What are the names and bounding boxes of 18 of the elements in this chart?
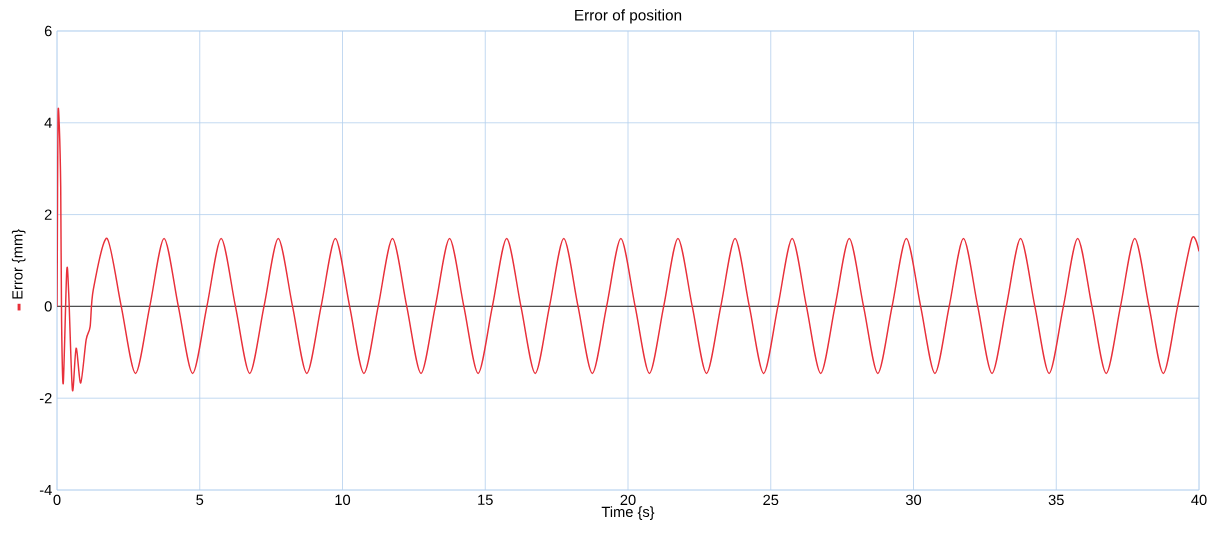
y-tick-label: -2 — [39, 393, 52, 404]
x-tick-label: 0 — [53, 494, 61, 506]
x-tick-label: 30 — [905, 494, 922, 506]
chart-title: Error of position — [575, 9, 682, 24]
x-tick-label: 20 — [620, 494, 636, 506]
x-tick-label: 25 — [763, 494, 779, 506]
y-tick-label: 6 — [44, 25, 52, 37]
x-tick-label: 40 — [1191, 494, 1207, 506]
y-tick-label: 4 — [44, 117, 52, 128]
text: Error {mm} — [11, 229, 26, 299]
x-tick-label: 5 — [196, 494, 204, 505]
y-tick-label: 0 — [44, 301, 52, 312]
x-tick-label: 35 — [1048, 494, 1064, 506]
x-tick-label: 10 — [335, 494, 351, 506]
y-tick-label: 2 — [44, 209, 52, 220]
x-tick-label: 15 — [478, 494, 493, 505]
y-tick-label: -4 — [39, 484, 52, 496]
x-axis-title: Time {s} — [601, 506, 655, 520]
